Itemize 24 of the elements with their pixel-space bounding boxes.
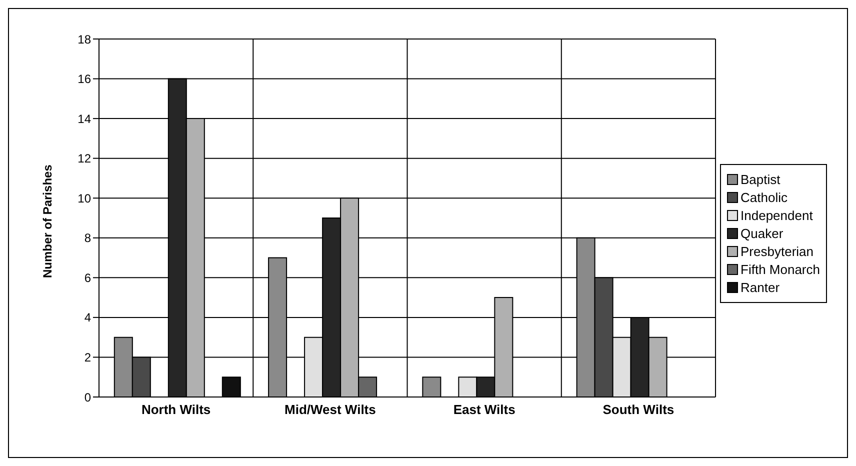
y-tick-label: 4 [84,310,92,325]
legend-label: Fifth Monarch [740,262,820,276]
y-tick-label: 10 [78,191,92,206]
y-tick-label: 14 [78,112,92,126]
y-tick-label: 18 [78,32,92,46]
x-tick-label: North Wilts [141,402,211,418]
y-tick-label: 16 [78,72,92,86]
legend-label: Catholic [740,190,788,204]
legend-label: Presbyterian [740,244,814,258]
x-tick-label: Mid/West Wilts [284,402,376,418]
bar [222,376,241,397]
x-tick-label: South Wilts [602,402,674,418]
legend-label: Independent [740,208,813,222]
y-tick-label: 12 [78,152,92,166]
legend-label: Baptist [740,172,780,186]
y-axis-title: Number of Parishes [40,164,54,278]
x-tick-label: East Wilts [453,402,516,418]
bar [422,376,442,397]
y-tick-label: 0 [84,390,92,404]
y-tick-label: 6 [84,270,92,285]
legend-label: Quaker [740,226,784,240]
y-tick-label: 8 [84,231,92,246]
legend-label: Ranter [740,280,780,294]
y-tick-label: 2 [84,350,92,364]
